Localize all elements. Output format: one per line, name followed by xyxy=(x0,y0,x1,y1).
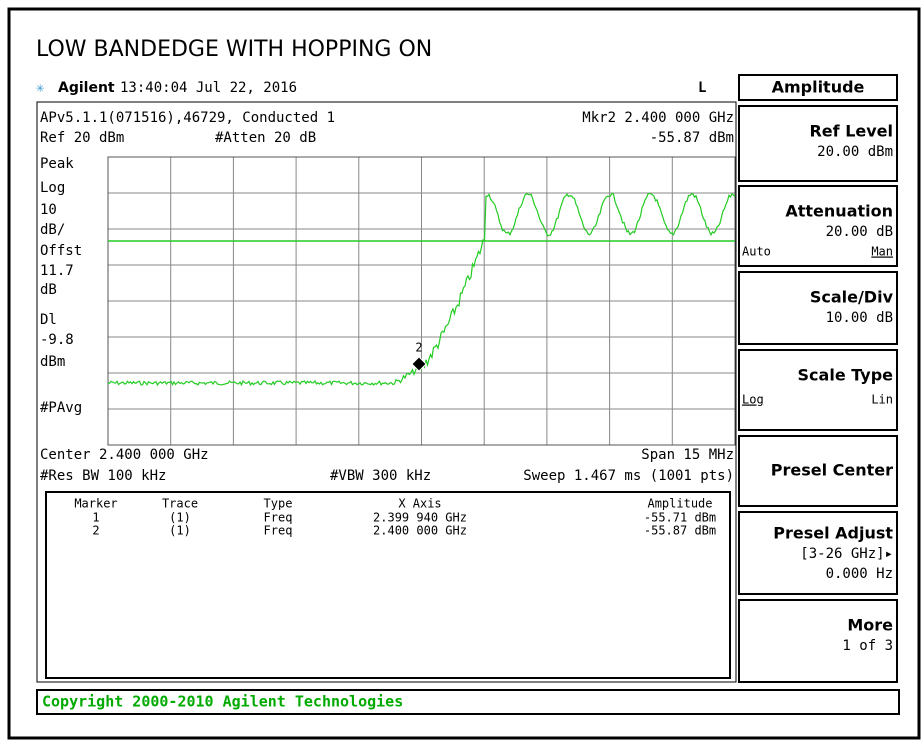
left-label: Offst xyxy=(40,243,82,259)
table-header: X Axis xyxy=(398,497,441,511)
softkey[interactable] xyxy=(738,349,898,431)
info: #Atten 20 dB xyxy=(215,130,316,146)
graticule xyxy=(108,157,735,445)
left-label: 10 xyxy=(40,202,57,218)
softkey[interactable] xyxy=(738,185,898,267)
left-label: Peak xyxy=(40,156,74,172)
menu-title: Amplitude xyxy=(772,78,865,97)
logo: ✳ xyxy=(36,80,45,96)
brand: Agilent xyxy=(58,80,115,96)
softkey-label: Attenuation xyxy=(785,202,893,221)
info: Ref 20 dBm xyxy=(40,130,124,146)
softkey[interactable] xyxy=(738,105,898,182)
left-label: dB/ xyxy=(40,222,65,238)
copyright: Copyright 2000-2010 Agilent Technologies xyxy=(42,693,403,711)
softkey-value: 20.00 dBm xyxy=(817,144,893,160)
left-label: Dl xyxy=(40,312,57,328)
softkey[interactable] xyxy=(738,435,898,507)
marker-table-frame xyxy=(45,491,731,679)
softkey-option: Lin xyxy=(871,393,893,407)
table-cell: -55.71 dBm xyxy=(644,511,716,525)
softkey-option: Log xyxy=(742,393,764,407)
softkey-label: Presel Adjust xyxy=(773,524,893,543)
table-cell: -55.87 dBm xyxy=(644,524,716,538)
footer: Span 15 MHz xyxy=(641,447,734,463)
outer-frame xyxy=(7,7,921,740)
table-cell: 1 xyxy=(92,511,99,525)
softkey[interactable] xyxy=(738,271,898,345)
left-label: #PAvg xyxy=(40,400,82,416)
left-label: dBm xyxy=(40,354,65,370)
flag: L xyxy=(698,80,706,96)
title: LOW BANDEDGE WITH HOPPING ON xyxy=(36,37,432,62)
left-label: -9.8 xyxy=(40,332,74,348)
table-cell: 2.399 940 GHz xyxy=(373,511,467,525)
softkey-label: Ref Level xyxy=(809,122,893,141)
status-bar xyxy=(36,689,900,715)
table-cell: Freq xyxy=(264,511,293,525)
plot-frame xyxy=(107,156,736,446)
softkey-value: 20.00 dB xyxy=(826,224,893,240)
table-cell: (1) xyxy=(169,511,191,525)
table-header: Amplitude xyxy=(647,497,712,511)
table-header: Marker xyxy=(74,497,117,511)
table-header: Type xyxy=(264,497,293,511)
footer: Center 2.400 000 GHz xyxy=(40,447,209,463)
menu-title-box xyxy=(738,74,898,101)
footer: Sweep 1.467 ms (1001 pts) xyxy=(523,468,734,484)
table-header: Trace xyxy=(162,497,198,511)
table-cell: Freq xyxy=(264,524,293,538)
footer: #Res BW 100 kHz xyxy=(40,468,166,484)
softkey[interactable] xyxy=(738,599,898,683)
marker-label: 2 xyxy=(415,341,422,355)
softkey-value: 0.000 Hz xyxy=(826,566,893,582)
left-label: dB xyxy=(40,282,57,298)
softkey-label: Scale/Div xyxy=(810,288,894,307)
softkey-label: Scale Type xyxy=(798,366,894,385)
softkey-label: More xyxy=(847,616,893,635)
footer: #VBW 300 kHz xyxy=(330,468,431,484)
table-cell: 2.400 000 GHz xyxy=(373,524,467,538)
softkey-value: [3-26 GHz]▸ xyxy=(800,546,893,562)
left-label: 11.7 xyxy=(40,263,74,279)
timestamp: 13:40:04 Jul 22, 2016 xyxy=(120,80,297,96)
table-cell: (1) xyxy=(169,524,191,538)
softkey-value: 10.00 dB xyxy=(826,310,893,326)
left-label: Log xyxy=(40,180,65,196)
marker xyxy=(411,356,427,372)
info: APv5.1.1(071516),46729, Conducted 1 xyxy=(40,110,335,126)
display-frame xyxy=(36,101,737,683)
softkey-label: Presel Center xyxy=(771,461,893,480)
table-cell: 2 xyxy=(92,524,99,538)
info: Mkr2 2.400 000 GHz xyxy=(582,110,734,126)
softkey-option: Man xyxy=(871,245,893,259)
softkey-option: Auto xyxy=(742,245,771,259)
info: -55.87 dBm xyxy=(650,130,734,146)
softkey[interactable] xyxy=(738,511,898,595)
softkey-value: 1 of 3 xyxy=(842,638,893,654)
